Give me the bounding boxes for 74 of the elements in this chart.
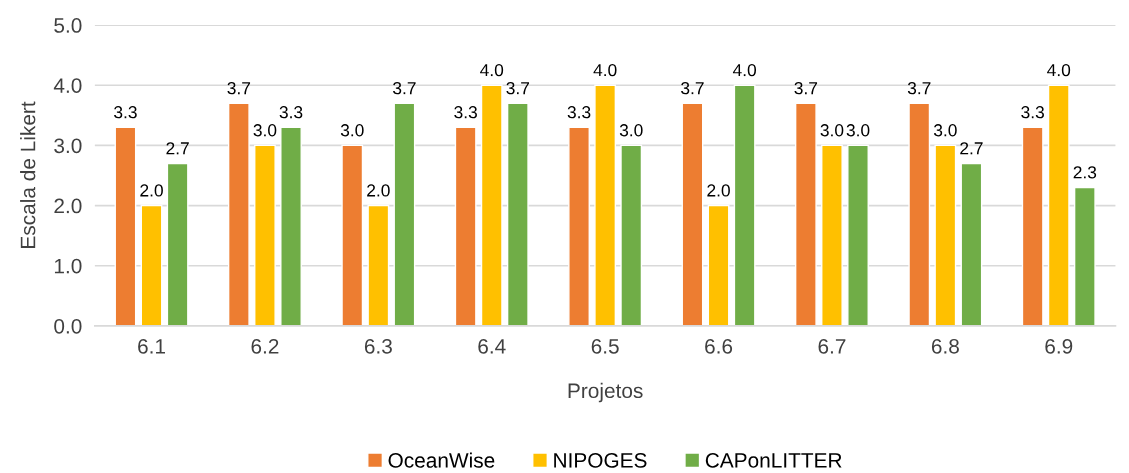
x-tick-label: 6.2 — [251, 338, 279, 354]
bar — [367, 204, 390, 326]
data-label: 3.3 — [454, 106, 477, 119]
data-label: 2.3 — [1073, 166, 1097, 179]
bar — [934, 144, 957, 326]
y-tick-label: 1.0 — [54, 258, 82, 274]
legend-label: OceanWise — [388, 452, 495, 468]
x-tick-label: 6.1 — [138, 338, 165, 354]
data-label: 3.0 — [619, 124, 643, 137]
data-label: 3.3 — [1021, 106, 1044, 119]
bar — [681, 102, 704, 326]
data-label: 3.0 — [340, 124, 364, 137]
data-label: 3.7 — [393, 82, 416, 95]
data-label: 3.0 — [846, 124, 870, 137]
data-label: 3.7 — [681, 82, 704, 95]
bar — [393, 102, 416, 326]
data-label: 2.7 — [960, 142, 983, 155]
legend-label: NIPOGES — [554, 453, 647, 468]
bar — [707, 204, 730, 326]
data-label: 2.0 — [707, 184, 730, 197]
data-label: 4.0 — [480, 63, 504, 77]
y-tick-label: 4.0 — [53, 78, 82, 93]
y-tick-label: 5.0 — [54, 18, 82, 33]
data-label: 4.0 — [1047, 63, 1071, 77]
bar — [454, 126, 477, 326]
bar — [114, 126, 137, 326]
data-label: 3.7 — [794, 82, 818, 95]
bar — [280, 126, 302, 326]
data-label: 3.0 — [933, 124, 957, 137]
x-axis-title: Projetos — [568, 382, 643, 403]
bar — [506, 102, 529, 326]
data-label: 3.0 — [253, 124, 277, 137]
x-tick-label: 6.7 — [818, 338, 846, 354]
data-label: 4.0 — [732, 63, 757, 77]
data-label: 2.0 — [367, 184, 390, 197]
data-label: 3.0 — [820, 124, 844, 137]
data-label: 3.7 — [907, 82, 931, 95]
x-tick-label: 6.3 — [364, 338, 392, 354]
bar — [341, 144, 364, 326]
data-label: 3.7 — [506, 82, 530, 95]
bar — [480, 84, 503, 326]
data-label: 4.0 — [593, 63, 617, 77]
y-tick-label: 0.0 — [54, 318, 82, 334]
y-axis-title: Escala de Likert — [20, 101, 36, 248]
bar — [254, 144, 276, 326]
data-label: 3.3 — [567, 106, 591, 119]
x-tick-label: 6.8 — [931, 338, 959, 354]
bar — [1047, 84, 1070, 326]
data-label: 3.3 — [114, 106, 137, 119]
data-label: 3.3 — [279, 106, 303, 119]
bar — [733, 84, 756, 326]
x-tick-label: 6.4 — [478, 338, 506, 354]
bar — [227, 102, 250, 326]
bar — [1073, 186, 1096, 326]
y-tick-label: 3.0 — [54, 138, 82, 154]
data-label: 3.7 — [227, 82, 251, 95]
bar — [821, 144, 843, 326]
bar — [847, 144, 869, 326]
x-tick-label: 6.5 — [591, 338, 619, 354]
bar — [1021, 126, 1044, 326]
y-tick-label: 2.0 — [54, 198, 82, 214]
bar — [794, 102, 817, 326]
bar — [594, 84, 617, 326]
x-tick-label: 6.6 — [705, 338, 733, 354]
bar — [166, 162, 189, 326]
bar — [568, 126, 590, 326]
bar — [908, 102, 931, 326]
bar — [960, 162, 983, 326]
data-label: 2.0 — [140, 184, 163, 197]
bar — [140, 204, 163, 326]
bar — [620, 144, 643, 326]
data-label: 2.7 — [166, 142, 189, 155]
x-tick-label: 6.9 — [1045, 338, 1073, 354]
legend-label: CAPonLITTER — [705, 453, 842, 468]
